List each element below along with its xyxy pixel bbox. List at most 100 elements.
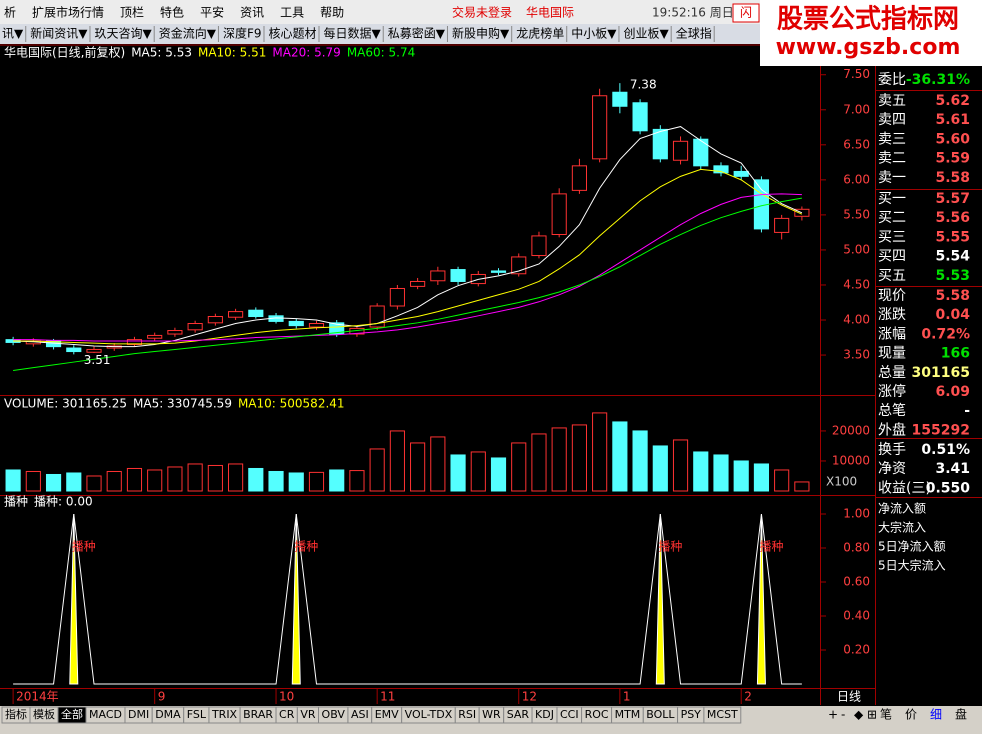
toolbar-button[interactable]: 资金流向▼ bbox=[159, 26, 217, 41]
chart-control[interactable]: ◆ bbox=[854, 708, 864, 722]
quote-label: 卖一 bbox=[878, 170, 906, 186]
side-tab[interactable]: 价 bbox=[905, 708, 917, 722]
flow-item[interactable]: 5日大宗流入 bbox=[878, 558, 946, 573]
quote-label: 现量 bbox=[878, 346, 906, 362]
toolbar-button[interactable]: 龙虎榜单 bbox=[516, 26, 564, 41]
y-tick-label: 1.00 bbox=[843, 507, 870, 521]
flash-button[interactable] bbox=[732, 3, 760, 23]
quote-label: 总量 bbox=[878, 365, 906, 381]
flow-item[interactable]: 净流入额 bbox=[878, 502, 926, 516]
x-tick-label: 2 bbox=[744, 690, 752, 704]
quote-value: 5.59 bbox=[935, 151, 970, 167]
quote-label: 卖四 bbox=[878, 112, 906, 128]
volume-bar bbox=[207, 464, 223, 492]
volume-bar bbox=[86, 475, 102, 492]
quote-value: 0.04 bbox=[935, 307, 970, 323]
signal-spike bbox=[291, 513, 301, 685]
tab-box[interactable] bbox=[703, 706, 742, 724]
indicator-tab[interactable]: 指标 bbox=[5, 707, 27, 721]
signal-label: 播种 bbox=[759, 540, 783, 554]
indicator-tab[interactable]: CCI bbox=[560, 708, 579, 721]
indicator-tab[interactable]: VOL-TDX bbox=[405, 708, 453, 721]
indicator-tab[interactable]: MTM bbox=[615, 708, 641, 721]
status-text: 交易未登录 bbox=[452, 5, 512, 20]
candle-body bbox=[612, 91, 628, 107]
indicator-tab[interactable]: FSL bbox=[187, 708, 207, 721]
toolbar-button[interactable]: 创业板▼ bbox=[623, 27, 669, 41]
volume-bar bbox=[753, 463, 770, 492]
indicator-tab[interactable]: BRAR bbox=[243, 708, 273, 721]
quote-label: 买二 bbox=[878, 210, 906, 226]
toolbar-button[interactable]: 深度F9 bbox=[223, 26, 262, 41]
flow-item[interactable]: 5日净流入额 bbox=[878, 540, 946, 554]
side-tab[interactable]: 盘 bbox=[955, 707, 967, 722]
y-tick-label: 5.50 bbox=[843, 207, 870, 221]
menu-item[interactable]: 顶栏 bbox=[120, 5, 144, 20]
signal-spike bbox=[756, 513, 766, 685]
toolbar-button[interactable]: 玖天咨询▼ bbox=[94, 26, 152, 41]
indicator-tab[interactable]: ROC bbox=[585, 708, 609, 721]
chart-control[interactable]: - bbox=[841, 708, 845, 722]
candle-body bbox=[430, 270, 446, 282]
signal-label: 播种 bbox=[658, 540, 682, 554]
menu-item[interactable]: 资讯 bbox=[240, 6, 264, 20]
volume-bar bbox=[288, 472, 304, 492]
indicator-tab[interactable]: EMV bbox=[375, 708, 399, 721]
indicator-tab[interactable]: VR bbox=[300, 708, 316, 721]
side-tab[interactable]: 细 bbox=[930, 708, 942, 722]
menu-item[interactable]: 析 bbox=[4, 6, 16, 20]
quote-value: 5.60 bbox=[935, 131, 970, 147]
indicator-tab[interactable]: MACD bbox=[89, 708, 122, 721]
indicator-tab[interactable]: TRIX bbox=[211, 708, 238, 721]
y-tick-label: 0.40 bbox=[843, 609, 870, 623]
toolbar-button[interactable]: 中小板▼ bbox=[571, 26, 617, 41]
indicator-tab[interactable]: DMI bbox=[128, 708, 149, 721]
indicator-tab[interactable]: DMA bbox=[155, 708, 181, 721]
chart-control[interactable]: ⊞ bbox=[867, 708, 877, 722]
quote-label: 卖二 bbox=[878, 151, 906, 167]
indicator-tab[interactable]: BOLL bbox=[646, 708, 675, 721]
indicator-tab[interactable]: 全部 bbox=[61, 707, 83, 721]
chart-control[interactable]: + bbox=[828, 708, 838, 722]
indicator-tab[interactable]: PSY bbox=[681, 708, 702, 721]
flash-label[interactable]: 闪 bbox=[740, 6, 752, 20]
side-tab[interactable]: 笔 bbox=[880, 707, 892, 722]
toolbar-button[interactable]: 讯▼ bbox=[2, 27, 24, 41]
candle-body bbox=[551, 193, 567, 236]
toolbar-button[interactable]: 全球指 bbox=[676, 26, 712, 41]
volume-bar bbox=[308, 471, 325, 492]
indicator-tab[interactable]: CR bbox=[279, 708, 295, 721]
toolbar-button[interactable]: 私募密函▼ bbox=[388, 26, 446, 41]
indicator-tab[interactable]: WR bbox=[482, 708, 501, 721]
menu-item[interactable]: 特色 bbox=[160, 5, 184, 20]
volume-bar bbox=[268, 470, 284, 492]
signal-label: 播种 bbox=[294, 540, 318, 554]
candle-body bbox=[632, 102, 648, 132]
quote-label: 卖三 bbox=[878, 131, 906, 147]
indicator-tab[interactable]: OBV bbox=[322, 708, 346, 721]
toolbar-button[interactable]: 每日数据▼ bbox=[324, 26, 382, 41]
indicator-tab[interactable]: 模板 bbox=[33, 707, 55, 721]
price-annotation: 7.38 bbox=[630, 78, 657, 92]
menu-item[interactable]: 平安 bbox=[200, 5, 224, 20]
candle-body bbox=[450, 269, 466, 282]
menu-item[interactable]: 工具 bbox=[280, 6, 304, 20]
flow-item[interactable]: 大宗流入 bbox=[878, 520, 926, 535]
indicator-tab[interactable]: RSI bbox=[458, 708, 476, 721]
volume-bar bbox=[632, 430, 648, 492]
toolbar-button[interactable]: 新股申购▼ bbox=[452, 26, 510, 41]
toolbar-button[interactable]: 新闻资讯▼ bbox=[30, 26, 88, 41]
menu-item[interactable]: 扩展市场行情 bbox=[32, 5, 104, 20]
watermark-title: 股票公式指标网 bbox=[777, 5, 959, 35]
volume-bar bbox=[672, 439, 689, 492]
indicator-tab[interactable]: ASI bbox=[351, 708, 369, 721]
quote-label: 总笔 bbox=[878, 403, 906, 419]
indicator-tab[interactable]: MCST bbox=[707, 708, 738, 721]
watermark-box bbox=[760, 0, 982, 66]
indicator-tab[interactable]: SAR bbox=[507, 708, 530, 721]
toolbar-button[interactable]: 核心题材 bbox=[268, 27, 316, 41]
menu-item[interactable]: 帮助 bbox=[320, 6, 344, 20]
volume-bar bbox=[45, 473, 62, 492]
indicator-tab[interactable]: KDJ bbox=[535, 708, 554, 721]
quote-value: - bbox=[964, 403, 970, 419]
